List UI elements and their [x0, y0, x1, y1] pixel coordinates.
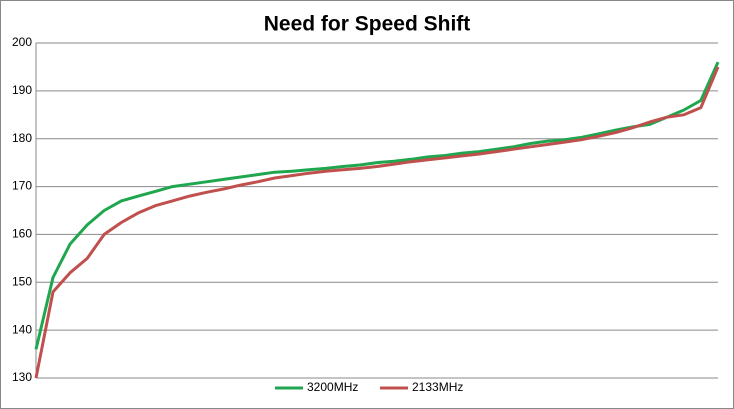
line-series [34, 61, 720, 350]
line-series [34, 66, 720, 379]
legend-label: 3200MHz [307, 380, 358, 394]
y-tick-label: 180 [12, 131, 32, 145]
chart-title: Need for Speed Shift [264, 13, 471, 36]
y-tick-label: 190 [12, 83, 32, 97]
y-tick-label: 200 [12, 35, 32, 49]
y-tick-label: 140 [12, 322, 32, 336]
y-tick-label: 130 [12, 370, 32, 384]
y-tick-label: 160 [12, 227, 32, 241]
y-tick-label: 170 [12, 179, 32, 193]
legend-label: 2133MHz [412, 380, 463, 394]
y-tick-label: 150 [12, 274, 32, 288]
